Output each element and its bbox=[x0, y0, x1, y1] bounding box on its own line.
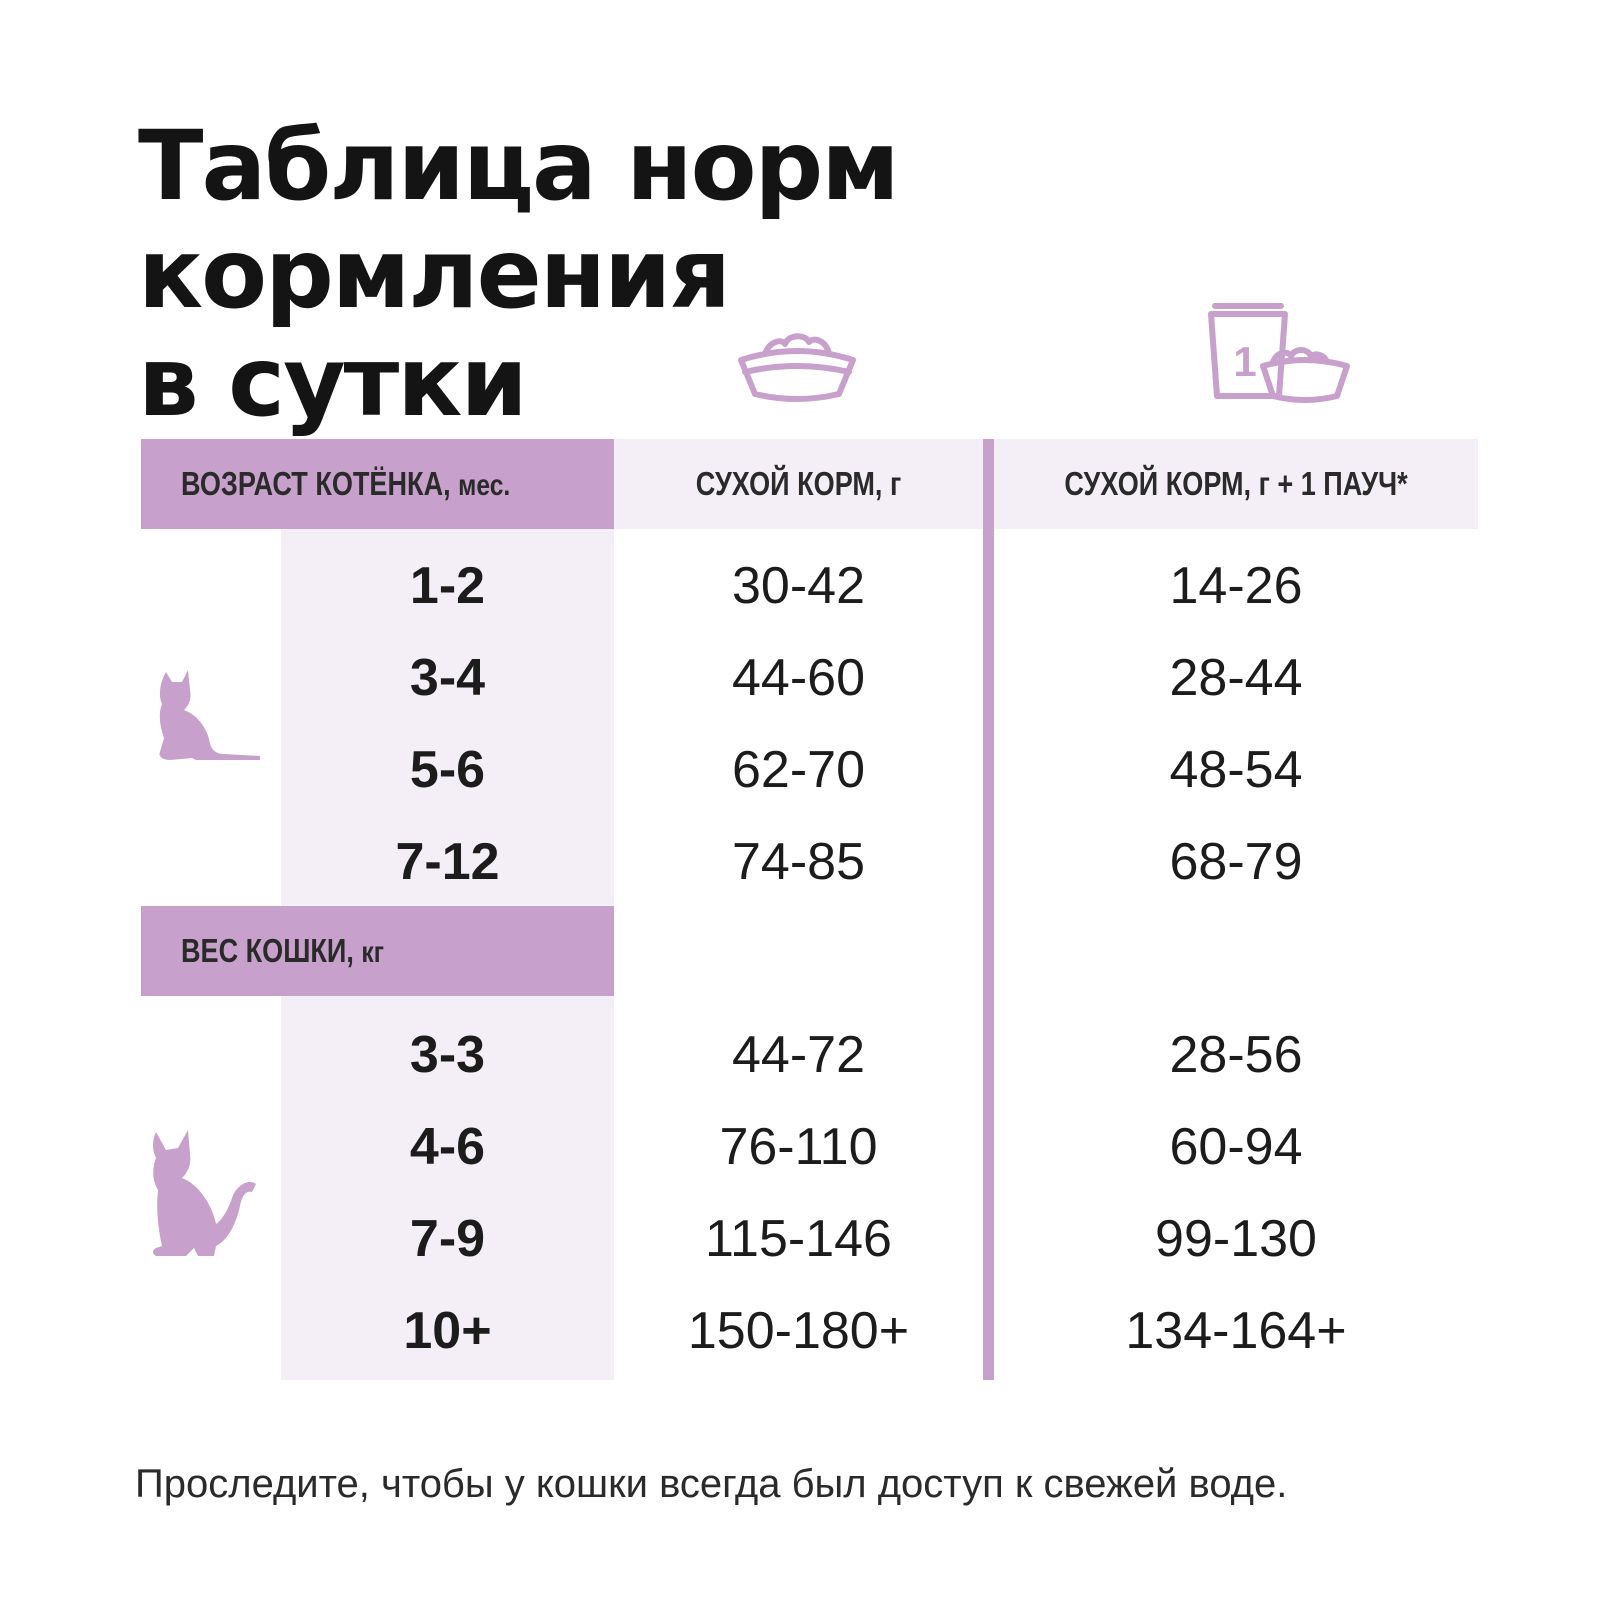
kitten-age-cell: 5-6 bbox=[409, 741, 486, 799]
page-title: Таблица норм кормления в сутки bbox=[138, 112, 1518, 436]
kitten-pouch-cell: 28-44 bbox=[1169, 649, 1303, 707]
header-cat-weight: ВЕС КОШКИ, кг bbox=[181, 932, 384, 969]
kitten-dry-cell: 44-60 bbox=[732, 649, 865, 707]
kitten-age-cell: 7-12 bbox=[395, 833, 500, 891]
cat-dry-cell: 44-72 bbox=[732, 1026, 865, 1084]
header-dry-plus-pouch: СУХОЙ КОРМ, г + 1 ПАУЧ* bbox=[1064, 465, 1408, 502]
kitten-silhouette-icon bbox=[159, 670, 260, 760]
cat-dry-cell: 150-180+ bbox=[687, 1302, 910, 1360]
kitten-dry-cell: 62-70 bbox=[732, 741, 865, 799]
kitten-dry-cell: 74-85 bbox=[732, 833, 865, 891]
header-band-pouch bbox=[994, 439, 1478, 529]
cat-pouch-cell: 134-164+ bbox=[1125, 1302, 1347, 1360]
title-line-2: в сутки bbox=[138, 326, 528, 438]
kitten-pouch-cell: 14-26 bbox=[1169, 557, 1303, 615]
kitten-dry-cell: 30-42 bbox=[732, 557, 865, 615]
pouch-number: 1 bbox=[1233, 338, 1256, 385]
kitten-age-cell: 3-4 bbox=[409, 649, 486, 707]
kitten-age-cell: 1-2 bbox=[409, 557, 486, 615]
cat-dry-cell: 115-146 bbox=[705, 1210, 892, 1268]
kitten-pouch-cell: 68-79 bbox=[1169, 833, 1303, 891]
column-divider bbox=[983, 439, 994, 1380]
cat-weight-cell: 10+ bbox=[403, 1302, 492, 1360]
header-dry-food: СУХОЙ КОРМ, г bbox=[695, 465, 902, 502]
cat-weight-band bbox=[281, 996, 614, 1380]
cat-weight-cell: 7-9 bbox=[409, 1210, 486, 1268]
cat-weight-cell: 3-3 bbox=[409, 1026, 486, 1084]
cat-pouch-cell: 60-94 bbox=[1169, 1118, 1303, 1176]
pouch-and-bowl-icon: 1 bbox=[1208, 303, 1350, 403]
cat-dry-cell: 76-110 bbox=[719, 1118, 878, 1176]
header-band-dry bbox=[614, 439, 983, 529]
kitten-age-header-bg bbox=[141, 439, 614, 529]
cat-silhouette-icon bbox=[153, 1130, 256, 1256]
cat-pouch-cell: 28-56 bbox=[1169, 1026, 1303, 1084]
title-line-1: Таблица норм кормления bbox=[138, 110, 900, 330]
cat-pouch-cell: 99-130 bbox=[1155, 1210, 1317, 1268]
kitten-pouch-cell: 48-54 bbox=[1169, 741, 1303, 799]
kitten-age-band bbox=[281, 529, 614, 906]
cat-weight-cell: 4-6 bbox=[409, 1118, 486, 1176]
food-bowl-icon bbox=[738, 333, 856, 402]
header-kitten-age: ВОЗРАСТ КОТЁНКА, мес. bbox=[181, 465, 511, 502]
cat-weight-header-bg bbox=[141, 906, 614, 996]
footnote: Проследите, чтобы у кошки всегда был дос… bbox=[135, 1462, 1288, 1506]
